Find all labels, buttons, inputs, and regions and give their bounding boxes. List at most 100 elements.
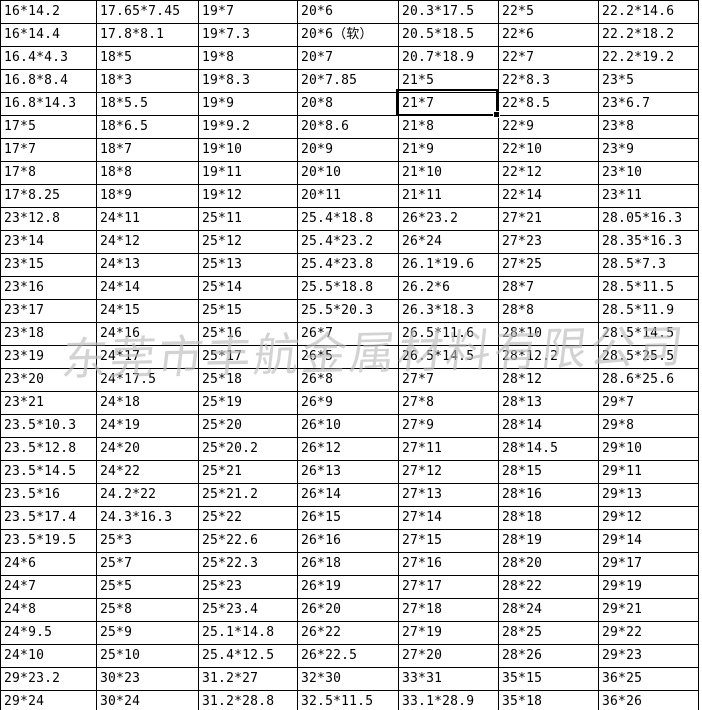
table-cell[interactable]: 19*10 (198, 138, 298, 162)
table-cell[interactable]: 24*7 (0, 575, 97, 599)
table-cell[interactable]: 26*22 (297, 621, 399, 645)
table-cell[interactable]: 20*11 (297, 184, 399, 208)
table-cell[interactable]: 20.3*17.5 (398, 0, 499, 24)
table-cell[interactable]: 35*18 (498, 690, 599, 710)
table-cell[interactable]: 32.5*11.5 (297, 690, 399, 710)
table-cell[interactable]: 29*11 (598, 460, 699, 484)
table-cell[interactable]: 22.2*19.2 (598, 46, 699, 70)
table-cell[interactable]: 25*22.6 (198, 529, 298, 553)
table-cell[interactable]: 25.5*20.3 (297, 299, 399, 323)
table-cell[interactable]: 23*8 (598, 115, 699, 139)
table-cell[interactable]: 24*15 (96, 299, 199, 323)
table-cell[interactable]: 25*20 (198, 414, 298, 438)
table-cell[interactable]: 25*23.4 (198, 598, 298, 622)
table-cell[interactable]: 24*17 (96, 345, 199, 369)
table-cell[interactable]: 28*26 (498, 644, 599, 668)
table-cell[interactable]: 25*7 (96, 552, 199, 576)
table-cell[interactable]: 29*14 (598, 529, 699, 553)
table-cell[interactable]: 23*5 (598, 69, 699, 93)
table-cell[interactable]: 22.2*18.2 (598, 23, 699, 47)
table-cell[interactable]: 25*23 (198, 575, 298, 599)
table-cell[interactable]: 25*17 (198, 345, 298, 369)
table-cell[interactable]: 25.4*23.8 (297, 253, 399, 277)
table-cell[interactable]: 25*22 (198, 506, 298, 530)
table-cell[interactable]: 36*25 (598, 667, 699, 691)
table-cell[interactable]: 25.1*14.8 (198, 621, 298, 645)
table-cell[interactable]: 22*10 (498, 138, 599, 162)
table-cell[interactable]: 29*17 (598, 552, 699, 576)
table-cell[interactable]: 23.5*14.5 (0, 460, 97, 484)
table-cell[interactable]: 27*21 (498, 207, 599, 231)
selected-cell[interactable]: 21*7 (398, 92, 499, 116)
table-cell[interactable]: 27*9 (398, 414, 499, 438)
table-cell[interactable]: 26*22.5 (297, 644, 399, 668)
table-cell[interactable]: 26*12 (297, 437, 399, 461)
table-cell[interactable]: 19*8 (198, 46, 298, 70)
table-cell[interactable]: 22.2*14.6 (598, 0, 699, 24)
table-cell[interactable]: 20*8 (297, 92, 399, 116)
table-cell[interactable]: 27*17 (398, 575, 499, 599)
table-cell[interactable]: 24*14 (96, 276, 199, 300)
table-cell[interactable]: 29*24 (0, 690, 97, 710)
table-cell[interactable]: 26*9 (297, 391, 399, 415)
table-cell[interactable]: 23*18 (0, 322, 97, 346)
table-cell[interactable]: 24*8 (0, 598, 97, 622)
table-cell[interactable]: 22*7 (498, 46, 599, 70)
table-cell[interactable]: 28*15 (498, 460, 599, 484)
table-cell[interactable]: 20*7.85 (297, 69, 399, 93)
table-cell[interactable]: 18*5.5 (96, 92, 199, 116)
table-cell[interactable]: 26.5*14.5 (398, 345, 499, 369)
table-cell[interactable]: 23.5*17.4 (0, 506, 97, 530)
table-cell[interactable]: 25*15 (198, 299, 298, 323)
table-cell[interactable]: 27*7 (398, 368, 499, 392)
table-cell[interactable]: 26*15 (297, 506, 399, 530)
table-cell[interactable]: 33*31 (398, 667, 499, 691)
table-cell[interactable]: 25*22.3 (198, 552, 298, 576)
table-cell[interactable]: 23.5*16 (0, 483, 97, 507)
table-cell[interactable]: 20.7*18.9 (398, 46, 499, 70)
table-cell[interactable]: 21*10 (398, 161, 499, 185)
table-cell[interactable]: 23*6.7 (598, 92, 699, 116)
table-cell[interactable]: 24*16 (96, 322, 199, 346)
table-cell[interactable]: 20.5*18.5 (398, 23, 499, 47)
table-cell[interactable]: 27*8 (398, 391, 499, 415)
table-cell[interactable]: 27*16 (398, 552, 499, 576)
table-cell[interactable]: 29*23 (598, 644, 699, 668)
table-cell[interactable]: 28*10 (498, 322, 599, 346)
table-cell[interactable]: 24*9.5 (0, 621, 97, 645)
table-cell[interactable]: 26*20 (297, 598, 399, 622)
table-cell[interactable]: 26*16 (297, 529, 399, 553)
table-cell[interactable]: 24.3*16.3 (96, 506, 199, 530)
table-cell[interactable]: 26*13 (297, 460, 399, 484)
table-cell[interactable]: 28.5*11.5 (598, 276, 699, 300)
table-cell[interactable]: 28*16 (498, 483, 599, 507)
table-cell[interactable]: 26.1*19.6 (398, 253, 499, 277)
table-cell[interactable]: 24*17.5 (96, 368, 199, 392)
table-cell[interactable]: 18*5 (96, 46, 199, 70)
table-cell[interactable]: 26*8 (297, 368, 399, 392)
table-cell[interactable]: 25*3 (96, 529, 199, 553)
table-cell[interactable]: 24.2*22 (96, 483, 199, 507)
table-cell[interactable]: 21*9 (398, 138, 499, 162)
table-cell[interactable]: 23.5*10.3 (0, 414, 97, 438)
table-cell[interactable]: 23*10 (598, 161, 699, 185)
table-cell[interactable]: 20*10 (297, 161, 399, 185)
table-cell[interactable]: 23*21 (0, 391, 97, 415)
table-cell[interactable]: 29*10 (598, 437, 699, 461)
table-cell[interactable]: 30*24 (96, 690, 199, 710)
table-cell[interactable]: 27*23 (498, 230, 599, 254)
table-cell[interactable]: 22*8.3 (498, 69, 599, 93)
table-cell[interactable]: 26*14 (297, 483, 399, 507)
table-cell[interactable]: 25*13 (198, 253, 298, 277)
table-cell[interactable]: 25*21.2 (198, 483, 298, 507)
table-cell[interactable]: 17*7 (0, 138, 97, 162)
table-cell[interactable]: 24*18 (96, 391, 199, 415)
table-cell[interactable]: 28*13 (498, 391, 599, 415)
table-cell[interactable]: 26*24 (398, 230, 499, 254)
table-cell[interactable]: 27*19 (398, 621, 499, 645)
table-cell[interactable]: 28*24 (498, 598, 599, 622)
table-cell[interactable]: 28.5*7.3 (598, 253, 699, 277)
table-cell[interactable]: 25.4*12.5 (198, 644, 298, 668)
table-cell[interactable]: 19*7.3 (198, 23, 298, 47)
table-cell[interactable]: 25.5*18.8 (297, 276, 399, 300)
